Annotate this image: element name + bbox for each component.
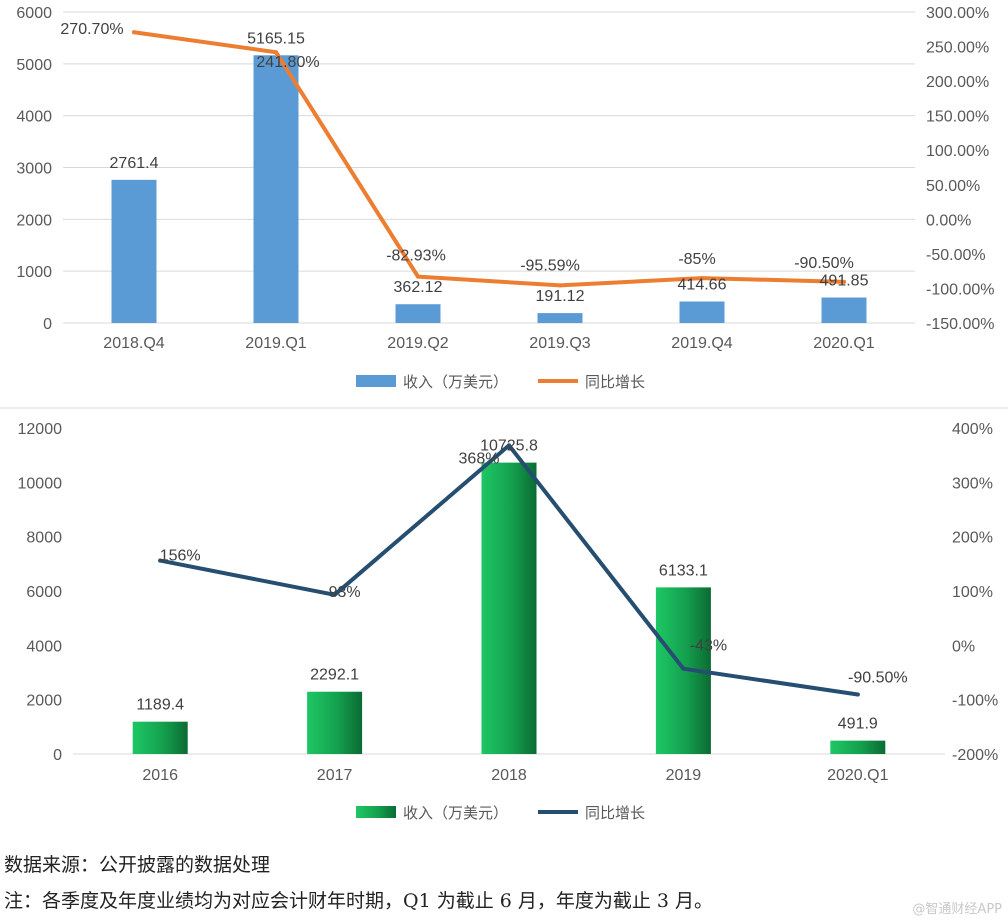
x-tick-label: 2019.Q2 — [387, 335, 448, 352]
y-tick-label: 0 — [53, 747, 62, 764]
bar — [132, 721, 188, 754]
y2-tick-label: 300.00% — [926, 5, 989, 22]
bar-data-label: 362.12 — [394, 279, 443, 296]
x-tick-label: 2019.Q1 — [245, 335, 306, 352]
growth-line — [132, 30, 846, 288]
y2-tick-label: 200% — [952, 530, 993, 547]
remark-note: 注：各季度及年度业绩均为对应会计财年时期，Q1 为截止 6 月，年度为截止 3 … — [4, 890, 714, 912]
annual-revenue-chart: 0 2000 4000 6000 8000 10000 12000 -200% -100% 0% 1… — [18, 421, 999, 822]
growth-point — [700, 276, 704, 281]
bar-data-label: 491.9 — [838, 716, 878, 733]
growth-point — [158, 558, 163, 563]
x-tick-label: 2019.Q4 — [671, 335, 732, 352]
growth-point — [416, 274, 420, 279]
y-tick-label: 2000 — [26, 693, 62, 710]
y2-tick-label: -150.00% — [926, 316, 995, 333]
line-data-label: 156% — [160, 548, 201, 565]
bar — [253, 55, 299, 323]
bar-data-label: 491.85 — [820, 273, 869, 290]
bar — [537, 313, 583, 323]
bar-data-label: 2761.4 — [110, 155, 159, 172]
growth-point — [842, 279, 846, 284]
y-tick-label: 4000 — [26, 638, 62, 655]
legend-bar-label: 收入（万美元） — [403, 373, 508, 391]
y-tick-label: 3000 — [16, 161, 52, 178]
x-tick-label: 2016 — [142, 767, 178, 784]
bar-data-label: 2292.1 — [310, 667, 359, 684]
bar-data-label: 414.66 — [678, 277, 727, 294]
bar — [821, 297, 867, 323]
y-tick-label: 8000 — [26, 530, 62, 547]
line-data-label: -90.50% — [848, 670, 908, 687]
line-data-label: 93% — [329, 584, 361, 601]
line-data-label: 241.80% — [256, 54, 319, 71]
y2-tick-label: 100% — [952, 584, 993, 601]
growth-point — [507, 443, 511, 448]
bar — [111, 179, 157, 323]
y-tick-label: 10000 — [18, 475, 63, 492]
y2-tick-label: 200.00% — [926, 74, 989, 91]
bar — [830, 740, 886, 754]
growth-point — [332, 592, 337, 597]
growth-point — [681, 666, 686, 671]
y2-tick-label: 150.00% — [926, 109, 989, 126]
bar-data-label: 10725.8 — [480, 438, 538, 455]
y-tick-label: 2000 — [16, 212, 52, 229]
y-tick-label: 6000 — [16, 5, 52, 22]
growth-point — [558, 283, 562, 288]
y2-tick-label: -200% — [952, 747, 998, 764]
y-tick-label: 1000 — [16, 264, 52, 281]
y-tick-label: 4000 — [16, 109, 52, 126]
legend-bar-label: 收入（万美元） — [403, 804, 508, 822]
bar-data-label: 5165.15 — [247, 30, 305, 47]
bar-data-label: 6133.1 — [659, 562, 708, 579]
quarterly-revenue-chart: 0 1000 2000 3000 4000 5000 6000 -150.00% -100.00… — [16, 5, 994, 391]
y-tick-label: 6000 — [26, 584, 62, 601]
bar-data-label: 191.12 — [536, 288, 585, 305]
legend-bar-swatch — [356, 375, 396, 387]
x-tick-label: 2018 — [491, 767, 527, 784]
x-tick-label: 2020.Q1 — [827, 767, 888, 784]
y2-tick-label: 50.00% — [926, 178, 980, 195]
bar — [307, 691, 363, 754]
line-data-label: 368% — [459, 450, 500, 467]
y2-tick-label: 100.00% — [926, 143, 989, 160]
y2-tick-label: 400% — [952, 421, 993, 438]
line-data-label: 270.70% — [60, 21, 123, 38]
x-tick-label: 2019.Q3 — [529, 335, 590, 352]
watermark: @智通财经APP — [912, 902, 1002, 917]
y-tick-label: 12000 — [18, 421, 63, 438]
data-source-note: 数据来源：公开披露的数据处理 — [4, 854, 271, 876]
x-tick-label: 2020.Q1 — [813, 335, 874, 352]
y2-tick-label: 0.00% — [926, 212, 971, 229]
y2-tick-label: 250.00% — [926, 40, 989, 57]
x-tick-label: 2018.Q4 — [103, 335, 164, 352]
line-data-label: -90.50% — [794, 255, 854, 272]
legend-line-label: 同比增长 — [585, 373, 645, 391]
growth-point — [274, 50, 278, 55]
line-data-label: -82.93% — [386, 248, 446, 265]
growth-point — [855, 692, 860, 697]
growth-point — [132, 30, 136, 35]
legend-line-label: 同比增长 — [585, 804, 645, 822]
bar-data-label: 1189.4 — [136, 697, 184, 714]
y-tick-label: 0 — [43, 316, 52, 333]
x-tick-label: 2019 — [666, 767, 702, 784]
bar — [679, 301, 725, 323]
y2-tick-label: -100.00% — [926, 281, 995, 298]
y2-tick-label: 0% — [952, 638, 975, 655]
y2-tick-label: -50.00% — [926, 247, 986, 264]
bar — [481, 462, 537, 754]
y2-tick-label: 300% — [952, 475, 993, 492]
line-data-label: -95.59% — [520, 257, 580, 274]
line-data-label: -85% — [678, 251, 715, 268]
x-tick-label: 2017 — [317, 767, 353, 784]
bar — [395, 304, 441, 323]
legend-bar-swatch — [356, 806, 396, 818]
y-tick-label: 5000 — [16, 57, 52, 74]
line-data-label: -43% — [690, 638, 727, 655]
y2-tick-label: -100% — [952, 693, 998, 710]
